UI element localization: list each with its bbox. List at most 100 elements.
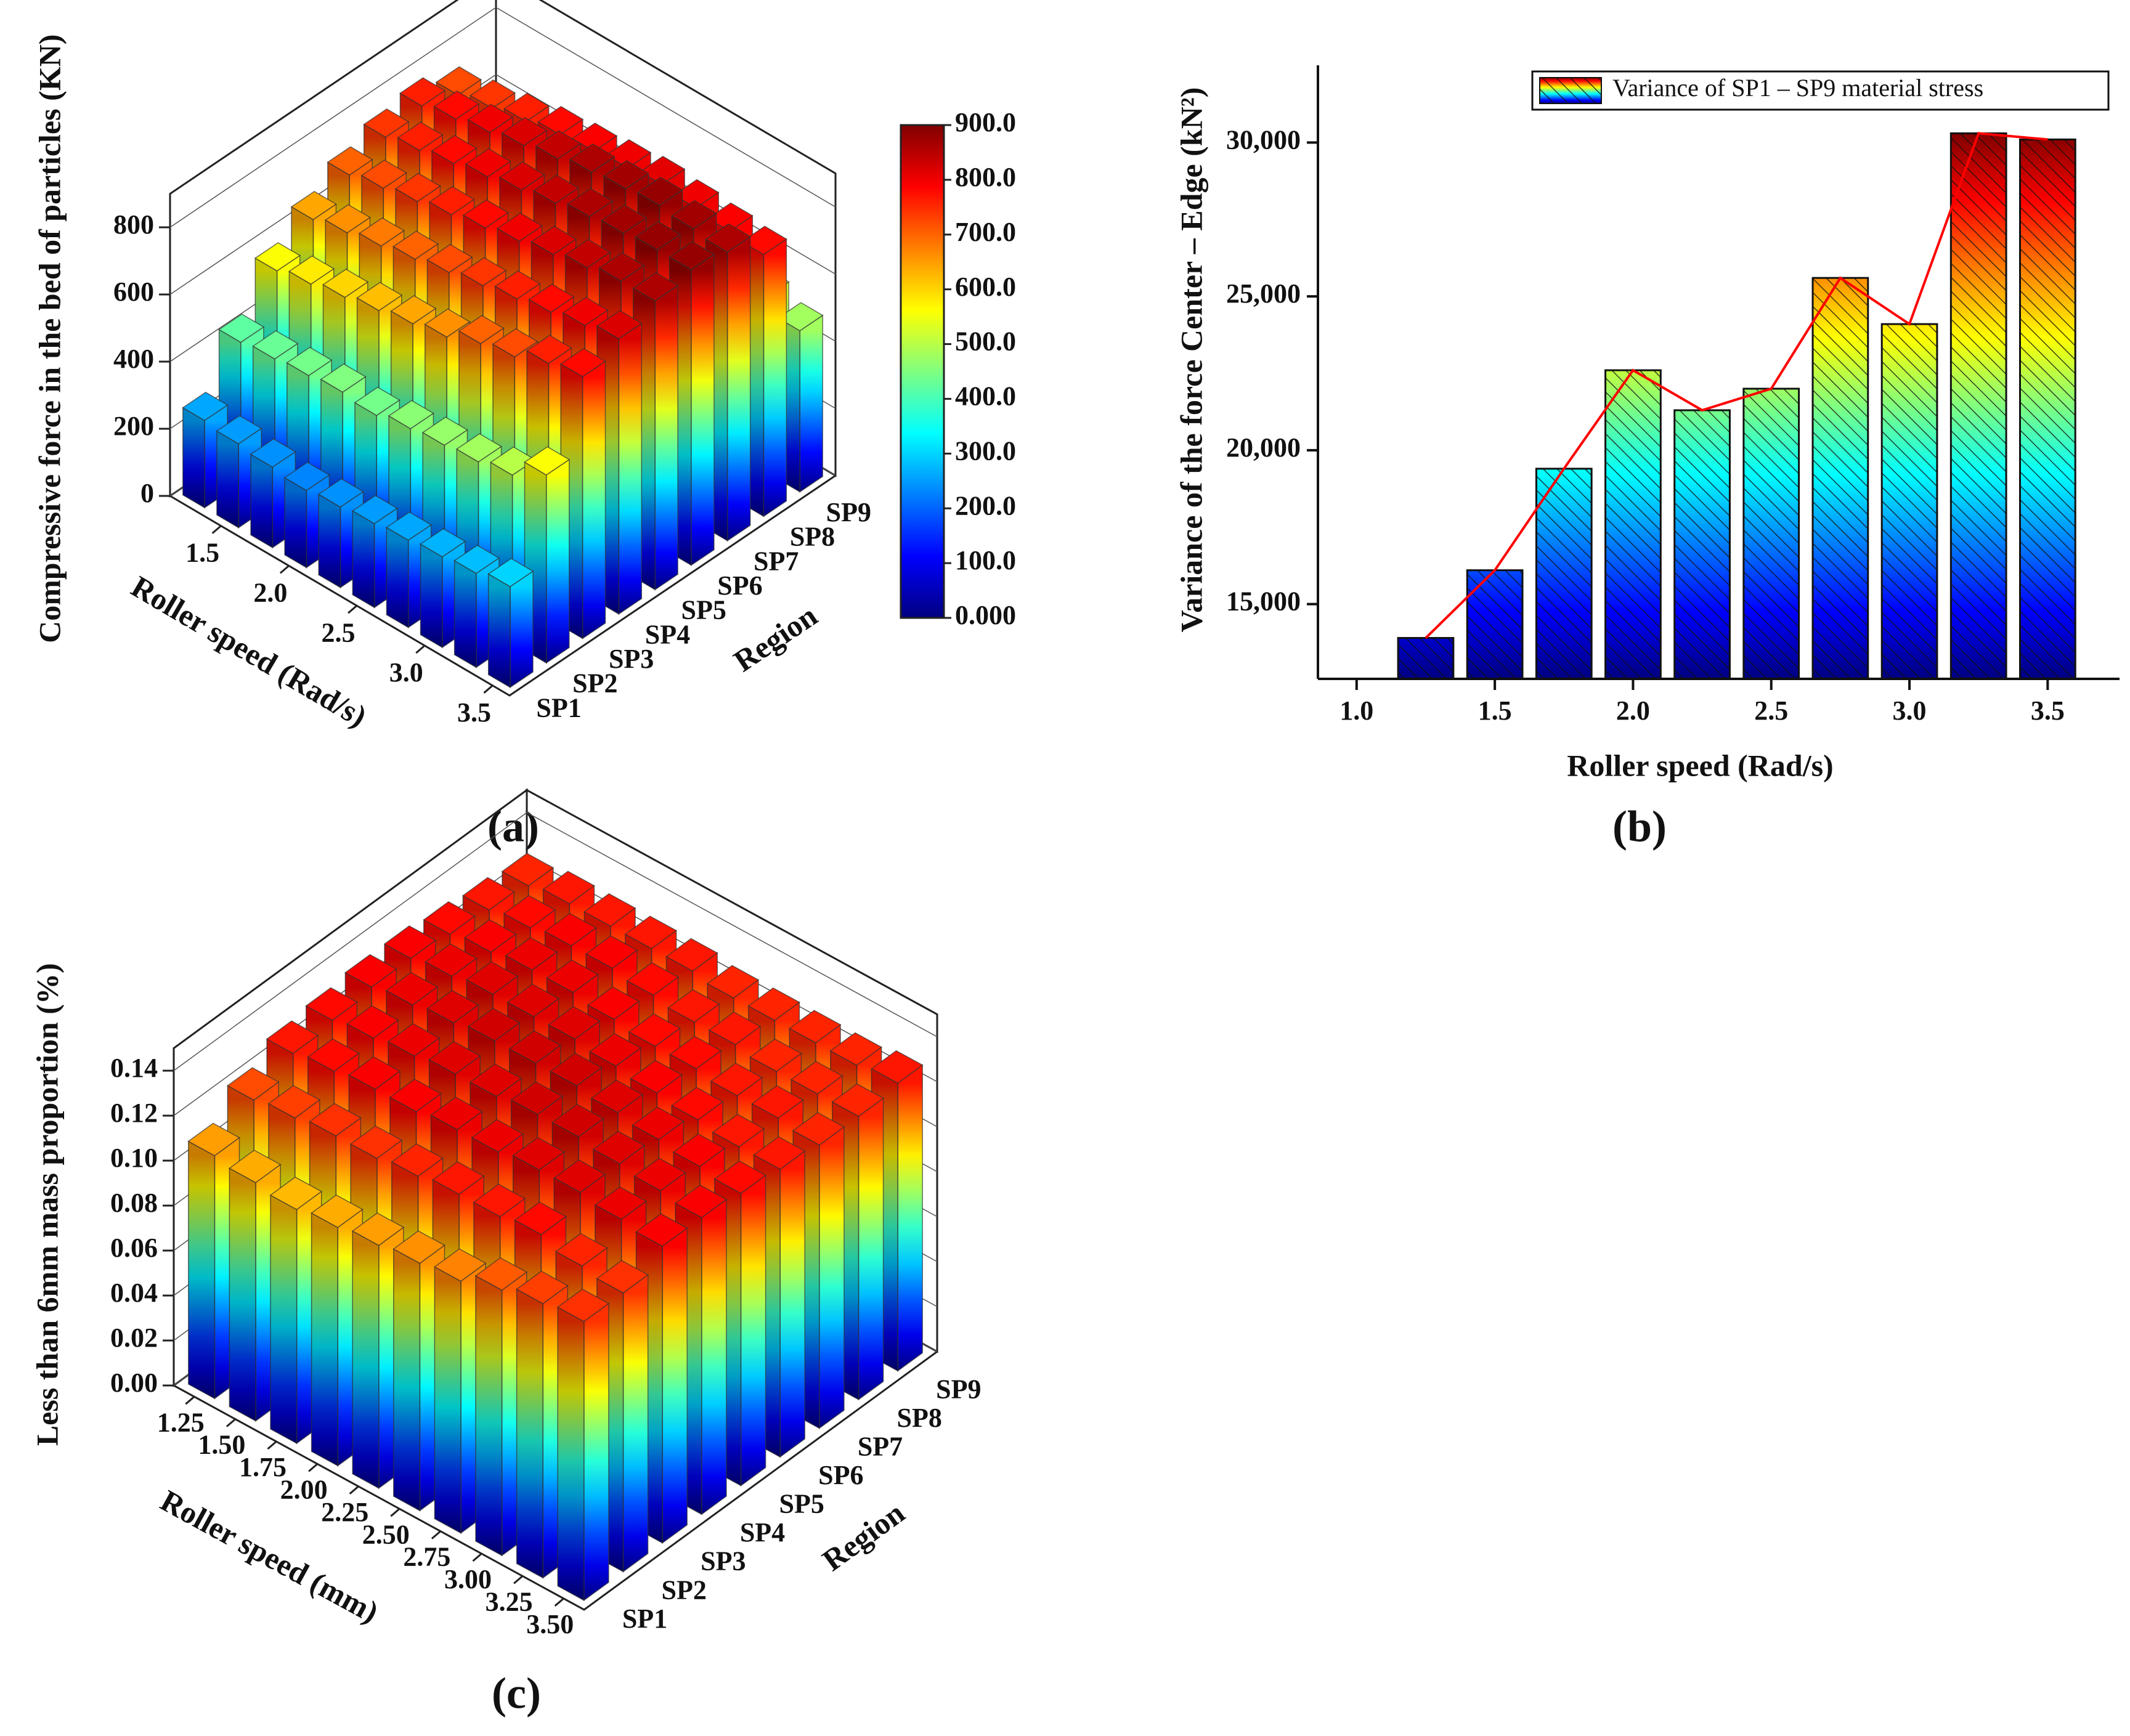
bar-top: [324, 204, 371, 233]
x-tick: [349, 1485, 359, 1495]
bar-top: [351, 495, 399, 524]
bar-top: [526, 335, 572, 364]
bar-top: [252, 330, 299, 360]
region-label: SP6: [818, 1460, 863, 1490]
bar-top: [751, 1085, 804, 1119]
bar-top: [790, 1061, 843, 1095]
z-tick-label: 0: [140, 478, 154, 508]
bar-top: [266, 1020, 319, 1054]
bar-top: [706, 965, 760, 999]
x-tick: [415, 644, 426, 654]
bar-side-shade: [476, 1276, 502, 1556]
bar-side-shade: [188, 1141, 215, 1399]
bar: [216, 415, 262, 529]
bar-top: [564, 238, 611, 269]
y-axis-title: Variance of the force Center – Edge (kN²…: [1174, 87, 1208, 633]
bar-side-shade: [352, 1231, 379, 1488]
bar-top: [501, 853, 555, 886]
region-label: SP8: [790, 522, 835, 552]
x-tick-label: 2.25: [321, 1497, 368, 1527]
bar-top: [492, 328, 539, 358]
region-label: SP4: [645, 619, 690, 649]
bar-top: [524, 446, 571, 476]
bar-hatch: [1743, 388, 1799, 679]
bar-top: [562, 296, 609, 327]
colorbar-tick-label: 200.0: [955, 490, 1016, 521]
bar-top: [469, 1063, 522, 1097]
bar-front: [622, 1273, 649, 1573]
bar-top: [432, 1161, 485, 1195]
colorbar-tick-label: 500.0: [955, 327, 1016, 357]
bar-top: [605, 139, 652, 169]
bar-top: [588, 1032, 642, 1067]
bar-top: [392, 230, 439, 260]
colorbar-tick-label: 900.0: [955, 107, 1016, 137]
z-tick-label: 0.06: [110, 1233, 158, 1263]
bar-top: [592, 1130, 646, 1164]
bar-top: [453, 545, 500, 574]
bar-top: [389, 1079, 442, 1113]
colorbar: [900, 124, 945, 619]
bar-top: [434, 1248, 487, 1282]
bar-top: [548, 1006, 601, 1040]
bar-top: [624, 915, 677, 949]
bar-top: [596, 310, 643, 339]
bar-top: [713, 1160, 766, 1194]
bar-top: [227, 1067, 280, 1101]
bar-front: [662, 1227, 688, 1544]
bar-top: [467, 1008, 521, 1042]
bar-top: [503, 92, 550, 123]
bar-top: [537, 106, 584, 136]
bar-front: [583, 1302, 609, 1602]
bar-top: [390, 295, 437, 325]
bar-top: [777, 302, 824, 331]
y-tick-label: 25,000: [1226, 278, 1301, 309]
bar-top: [421, 416, 468, 446]
x-tick: [390, 1508, 400, 1517]
bar-top: [363, 108, 410, 138]
bar-hatch: [1398, 638, 1453, 679]
x-tick-label: 2.75: [403, 1542, 450, 1572]
bar-top: [344, 954, 397, 988]
bar-top: [528, 283, 575, 313]
x-tick: [472, 1552, 482, 1562]
bar-top: [505, 937, 558, 971]
bar-top: [360, 159, 407, 189]
bar-top: [250, 438, 296, 468]
bar-top: [354, 386, 400, 416]
bar-top: [829, 1032, 882, 1066]
bar-top: [498, 161, 545, 191]
bar-top: [665, 938, 718, 972]
bar-side-shade: [251, 454, 273, 548]
bar-top: [317, 478, 364, 508]
z-axis-title: Compressive force in the bed of particle…: [32, 34, 67, 643]
x-tick-label: 2.0: [1616, 696, 1650, 726]
bar-top: [385, 971, 439, 1006]
floor-edge: [173, 1350, 938, 1611]
bar-top: [269, 1176, 323, 1211]
bar-top: [431, 135, 478, 164]
y-axis-title: Region: [728, 598, 824, 678]
bar-top: [305, 987, 358, 1021]
bar: [351, 1212, 405, 1490]
bar-top: [741, 225, 787, 255]
legend-label: Variance of SP1 – SP9 material stress: [1612, 74, 1983, 102]
region-label: SP8: [897, 1403, 942, 1433]
x-tick-label: 2.0: [253, 577, 287, 607]
bar-top: [385, 511, 433, 541]
bar-top: [458, 315, 505, 344]
bar-top: [669, 241, 715, 270]
bar-top: [218, 314, 265, 343]
region-label: SP5: [681, 595, 726, 625]
bar-top: [542, 870, 595, 904]
bar-top: [356, 282, 403, 312]
bar-top: [283, 461, 330, 491]
bar-top: [633, 1158, 686, 1191]
bar-top: [388, 400, 434, 429]
bar-top: [708, 1012, 762, 1045]
region-label: SP7: [858, 1431, 903, 1461]
z-tick-label: 400: [113, 344, 154, 374]
bar-top: [433, 90, 480, 120]
bar-top: [348, 1056, 401, 1090]
bar-top: [487, 558, 534, 588]
